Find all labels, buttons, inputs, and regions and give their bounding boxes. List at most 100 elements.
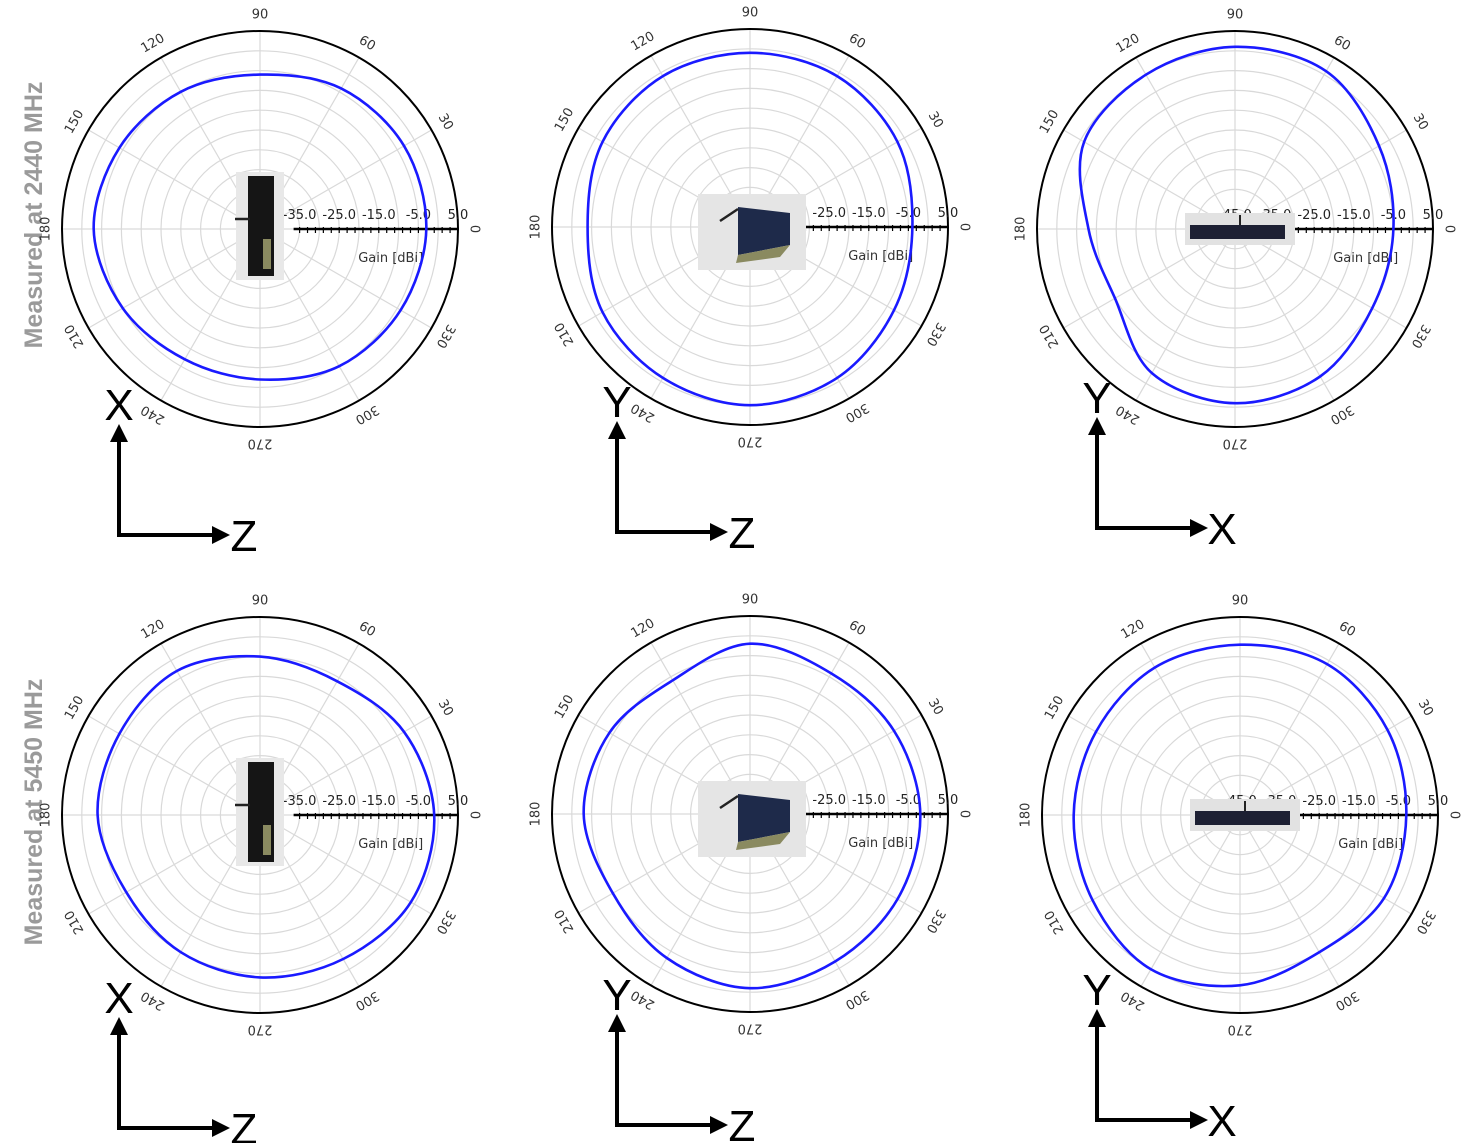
- grid-spoke: [1068, 715, 1241, 816]
- radial-tick-label: 5.0: [938, 206, 959, 221]
- angle-tick-label: 90: [1232, 594, 1249, 609]
- horizontal-axis-letter: Z: [729, 509, 756, 558]
- polar-chart-4: 0306090120150180210240270300330-45.0-35.…: [39, 594, 482, 1143]
- angle-tick-label: 210: [62, 907, 87, 936]
- polar-chart-6: 0306090120150180210240270300330-45.0-35.…: [1019, 594, 1462, 1143]
- angle-tick-label: 120: [1113, 31, 1142, 56]
- horizontal-axis-letter: Z: [231, 1105, 258, 1143]
- angle-tick-label: 120: [628, 29, 657, 54]
- polar-plots: 0306090120150180210240270300330-45.0-35.…: [39, 6, 1462, 1143]
- angle-tick-label: 120: [1118, 617, 1147, 642]
- angle-tick-label: 330: [1413, 907, 1438, 936]
- grid-spoke: [259, 228, 432, 329]
- device-component: [263, 825, 271, 855]
- orientation-axes: YX: [1082, 374, 1236, 554]
- radial-tick-label: -25.0: [322, 794, 356, 809]
- angle-tick-label: 90: [742, 593, 759, 608]
- grid-spoke: [88, 814, 261, 915]
- angle-tick-label: 30: [435, 697, 456, 719]
- grid-spoke: [88, 228, 261, 329]
- grid-spoke: [259, 715, 432, 816]
- radial-tick-label: -15.0: [852, 793, 886, 808]
- grid-spoke: [1140, 643, 1241, 816]
- grid-spoke: [1063, 129, 1236, 230]
- angle-tick-label: 180: [1014, 217, 1029, 242]
- radial-tick-label: -5.0: [896, 206, 921, 221]
- radial-axis-label: Gain [dBi]: [848, 249, 913, 264]
- radial-axis-label: Gain [dBi]: [1333, 251, 1398, 266]
- angle-tick-label: 210: [1037, 321, 1062, 350]
- radial-tick-label: -15.0: [852, 206, 886, 221]
- vertical-axis-letter: Y: [1082, 966, 1111, 1015]
- grid-spoke: [1068, 814, 1241, 915]
- gain-pattern-line: [586, 51, 914, 407]
- radial-tick-label: -15.0: [1337, 208, 1371, 223]
- vertical-arrowhead: [110, 1017, 128, 1035]
- radial-tick-label: -25.0: [812, 793, 846, 808]
- grid-spoke: [259, 814, 432, 915]
- device-photo: [235, 172, 284, 280]
- radial-axis-label: Gain [dBi]: [848, 836, 913, 851]
- angle-tick-label: 300: [1327, 402, 1356, 427]
- orientation-axes: YX: [1082, 966, 1236, 1143]
- angle-tick-label: 0: [957, 810, 972, 818]
- radial-tick-label: -25.0: [1302, 794, 1336, 809]
- angle-tick-label: 270: [248, 1022, 273, 1037]
- horizontal-axis-letter: X: [1207, 1097, 1236, 1143]
- angle-tick-label: 60: [1331, 33, 1353, 54]
- device-photo: [1190, 799, 1300, 831]
- radial-tick-label: -35.0: [283, 208, 317, 223]
- angle-tick-label: 0: [467, 811, 482, 819]
- angle-tick-label: 90: [252, 594, 269, 609]
- angle-tick-label: 180: [1019, 803, 1034, 828]
- polar-chart-2: 0306090120150180210240270300330-45.0-35.…: [529, 6, 972, 559]
- angle-tick-label: 210: [552, 319, 577, 348]
- angle-tick-label: 120: [628, 616, 657, 641]
- angle-tick-label: 270: [738, 1021, 763, 1036]
- grid-spoke: [1063, 228, 1236, 329]
- angle-tick-label: 330: [1408, 321, 1433, 350]
- angle-tick-label: 150: [1042, 693, 1067, 722]
- horizontal-arrowhead: [1190, 519, 1208, 537]
- device-board: [738, 794, 790, 842]
- angle-tick-label: 120: [138, 31, 167, 56]
- grid-spoke: [1135, 57, 1236, 230]
- angle-tick-label: 240: [138, 988, 167, 1013]
- angle-tick-label: 150: [1037, 107, 1062, 136]
- device-antenna-lead: [719, 207, 739, 223]
- angle-tick-label: 60: [846, 31, 868, 52]
- vertical-axis-letter: X: [104, 974, 133, 1023]
- angle-tick-label: 300: [352, 402, 381, 427]
- device-photo: [698, 194, 806, 270]
- horizontal-axis-letter: Z: [729, 1102, 756, 1143]
- horizontal-arrowhead: [212, 1119, 230, 1137]
- grid-spoke: [1239, 814, 1412, 915]
- device-board-edge: [736, 832, 790, 850]
- grid-spoke: [1234, 228, 1407, 329]
- radial-tick-label: -15.0: [362, 208, 396, 223]
- angle-tick-label: 330: [923, 906, 948, 935]
- horizontal-axis-letter: X: [1207, 505, 1236, 554]
- angle-tick-label: 30: [925, 696, 946, 718]
- radial-axis-label: Gain [dBi]: [358, 251, 423, 266]
- angle-tick-label: 330: [923, 319, 948, 348]
- gain-pattern-line: [582, 642, 922, 990]
- angle-tick-label: 300: [352, 988, 381, 1013]
- angle-tick-label: 150: [552, 692, 577, 721]
- radial-tick-label: -25.0: [322, 208, 356, 223]
- radial-tick-label: 5.0: [448, 794, 469, 809]
- angle-tick-label: 210: [1042, 907, 1067, 936]
- angle-tick-label: 330: [433, 321, 458, 350]
- radial-tick-label: -15.0: [362, 794, 396, 809]
- angle-tick-label: 90: [252, 8, 269, 23]
- grid-spoke: [259, 129, 432, 230]
- device-component: [263, 239, 271, 269]
- row-label-5450: Measured at 5450 MHz: [20, 679, 48, 946]
- angle-tick-label: 90: [1227, 8, 1244, 23]
- angle-tick-label: 180: [529, 802, 544, 827]
- radial-tick-label: 5.0: [1423, 208, 1444, 223]
- polar-chart-1: 0306090120150180210240270300330-45.0-35.…: [39, 8, 482, 562]
- device-board-edge: [736, 245, 790, 263]
- radial-tick-label: -25.0: [1297, 208, 1331, 223]
